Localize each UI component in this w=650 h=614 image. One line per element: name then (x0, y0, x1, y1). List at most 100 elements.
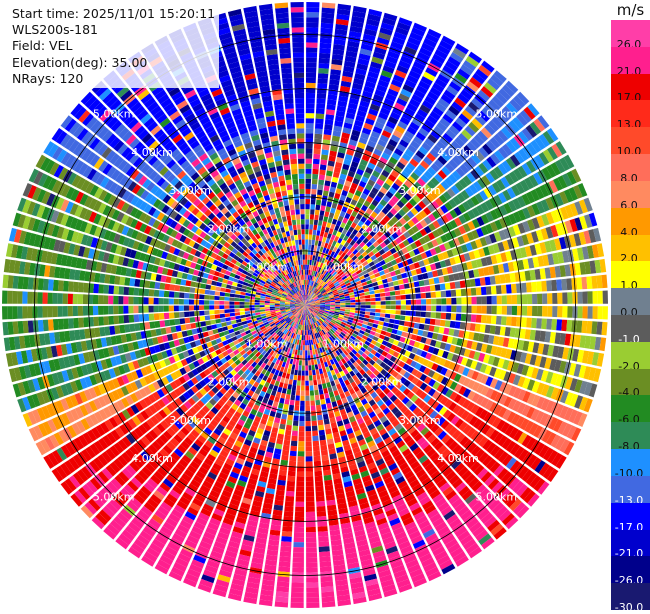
velocity-gate (319, 546, 330, 552)
velocity-gate (380, 313, 385, 317)
velocity-gate (315, 205, 320, 211)
velocity-gate (287, 389, 292, 395)
velocity-gate (295, 512, 304, 517)
velocity-gate (318, 180, 324, 186)
velocity-gate (293, 359, 296, 364)
velocity-gate (309, 340, 311, 345)
velocity-gate (577, 292, 582, 304)
velocity-gate (324, 372, 329, 378)
velocity-gate (305, 350, 307, 355)
velocity-gate (321, 18, 334, 24)
velocity-gate (305, 366, 308, 371)
velocity-gate (602, 275, 608, 289)
velocity-gate (445, 283, 451, 290)
velocity-gate (421, 312, 426, 318)
velocity-gate (355, 299, 360, 302)
velocity-gate (390, 314, 396, 319)
velocity-gate (369, 319, 375, 323)
velocity-gate (293, 547, 304, 552)
velocity-gate (340, 301, 345, 303)
velocity-gate (419, 324, 425, 330)
velocity-gate (297, 380, 301, 385)
velocity-gate (319, 175, 325, 181)
velocity-gate (315, 400, 320, 406)
velocity-gate (593, 291, 598, 304)
velocity-gate (316, 405, 321, 411)
velocity-gate (567, 306, 572, 318)
velocity-gate (300, 396, 304, 401)
velocity-gate (315, 305, 320, 306)
velocity-gate (305, 250, 308, 255)
velocity-gate (308, 365, 311, 370)
velocity-gate (414, 323, 420, 329)
velocity-gate (375, 313, 380, 317)
velocity-gate (386, 305, 391, 309)
velocity-gate (288, 384, 293, 390)
velocity-gate (282, 372, 287, 378)
velocity-gate (315, 304, 320, 305)
velocity-gate (451, 306, 456, 313)
velocity-gate (297, 355, 300, 360)
velocity-gate (306, 7, 319, 12)
velocity-gate (369, 291, 375, 295)
velocity-gate (325, 206, 330, 212)
velocity-gate (446, 313, 452, 320)
velocity-gate (507, 295, 512, 304)
velocity-gate (291, 582, 303, 587)
velocity-gate (527, 294, 532, 304)
velocity-gate (434, 326, 440, 333)
velocity-gate (537, 306, 542, 316)
velocity-gate (420, 318, 426, 324)
velocity-gate (566, 278, 572, 290)
velocity-gate (291, 441, 298, 447)
velocity-gate (319, 389, 324, 395)
velocity-gate (496, 316, 502, 325)
velocity-gate (306, 184, 311, 189)
velocity-gate (326, 201, 332, 207)
velocity-gate (306, 27, 318, 32)
velocity-gate (561, 320, 567, 332)
velocity-gate (491, 286, 497, 295)
velocity-gate (576, 277, 582, 289)
velocity-gate (430, 319, 436, 325)
velocity-gate (475, 278, 481, 286)
velocity-gate (310, 395, 314, 400)
velocity-gate (435, 319, 441, 325)
velocity-gate (485, 277, 491, 286)
velocity-gate (294, 406, 299, 411)
velocity-gate (298, 345, 301, 350)
velocity-gate (325, 227, 330, 233)
velocity-gate (596, 275, 602, 288)
velocity-gate (532, 306, 537, 316)
velocity-gate (281, 541, 292, 547)
velocity-gate (309, 345, 312, 350)
velocity-gate (375, 309, 380, 313)
velocity-gate (277, 480, 286, 486)
velocity-gate (293, 421, 299, 426)
velocity-gate (322, 596, 335, 602)
velocity-gate (314, 144, 321, 150)
velocity-gate (350, 308, 355, 311)
velocity-gate (324, 419, 330, 425)
velocity-gate (306, 446, 312, 451)
velocity-gate (286, 486, 294, 492)
velocity-gate (292, 562, 304, 567)
velocity-gate (306, 149, 313, 154)
velocity-gate (371, 302, 376, 305)
velocity-gate (323, 470, 331, 476)
velocity-gate (307, 335, 309, 340)
velocity-gate (306, 174, 312, 179)
velocity-gate (366, 302, 371, 305)
velocity-gate (393, 281, 399, 286)
velocity-gate (312, 426, 318, 431)
velocity-gate (295, 395, 299, 400)
velocity-gate (302, 330, 304, 335)
velocity-gate (567, 292, 572, 304)
velocity-gate (305, 204, 309, 209)
velocity-gate (547, 293, 552, 304)
velocity-gate (345, 298, 350, 301)
velocity-gate (355, 297, 360, 300)
velocity-gate (401, 300, 406, 304)
velocity-gate (401, 295, 406, 300)
velocity-gate (317, 511, 327, 517)
